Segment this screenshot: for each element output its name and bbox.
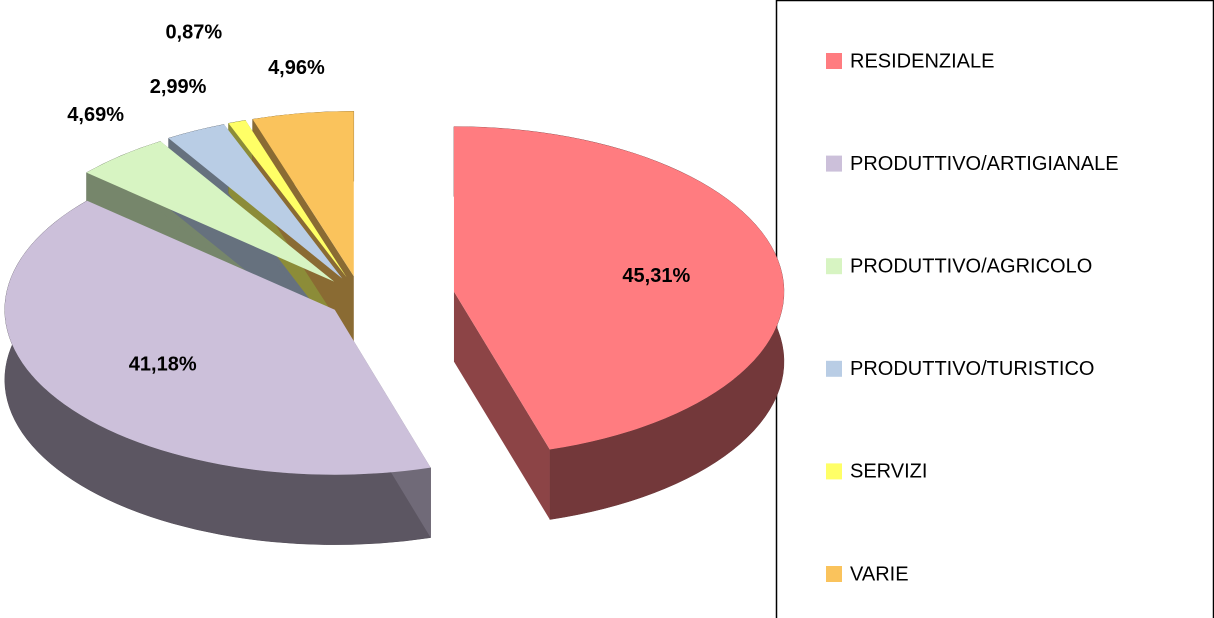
- legend-swatch: [826, 360, 842, 377]
- data-label: 41,18%: [129, 353, 197, 375]
- slice: [228, 120, 347, 278]
- data-label: 4,69%: [67, 104, 124, 126]
- legend-label: VARIE: [850, 563, 909, 585]
- legend-swatch: [826, 155, 842, 172]
- legend-swatch: [826, 258, 842, 275]
- slice: [4, 200, 431, 475]
- slice-side: [453, 291, 550, 520]
- legend-label: PRODUTTIVO/TURISTICO: [850, 358, 1094, 380]
- data-label: 45,31%: [622, 265, 690, 287]
- legend-box: [775, 0, 1214, 618]
- data-label: 2,99%: [150, 76, 207, 98]
- data-label: 4,96%: [268, 57, 325, 79]
- legend-label: PRODUTTIVO/ARTIGIANALE: [850, 153, 1119, 175]
- legend-label: RESIDENZIALE: [850, 50, 994, 72]
- slice: [453, 126, 784, 450]
- slice: [168, 124, 343, 279]
- legend-swatch: [826, 463, 842, 480]
- slice: [86, 141, 335, 282]
- data-label: 0,87%: [165, 21, 222, 43]
- legend-label: SERVIZI: [850, 461, 927, 483]
- legend-swatch: [826, 53, 842, 69]
- slice: [252, 111, 354, 277]
- legend-label: PRODUTTIVO/AGRICOLO: [850, 255, 1092, 277]
- legend-swatch: [826, 566, 842, 582]
